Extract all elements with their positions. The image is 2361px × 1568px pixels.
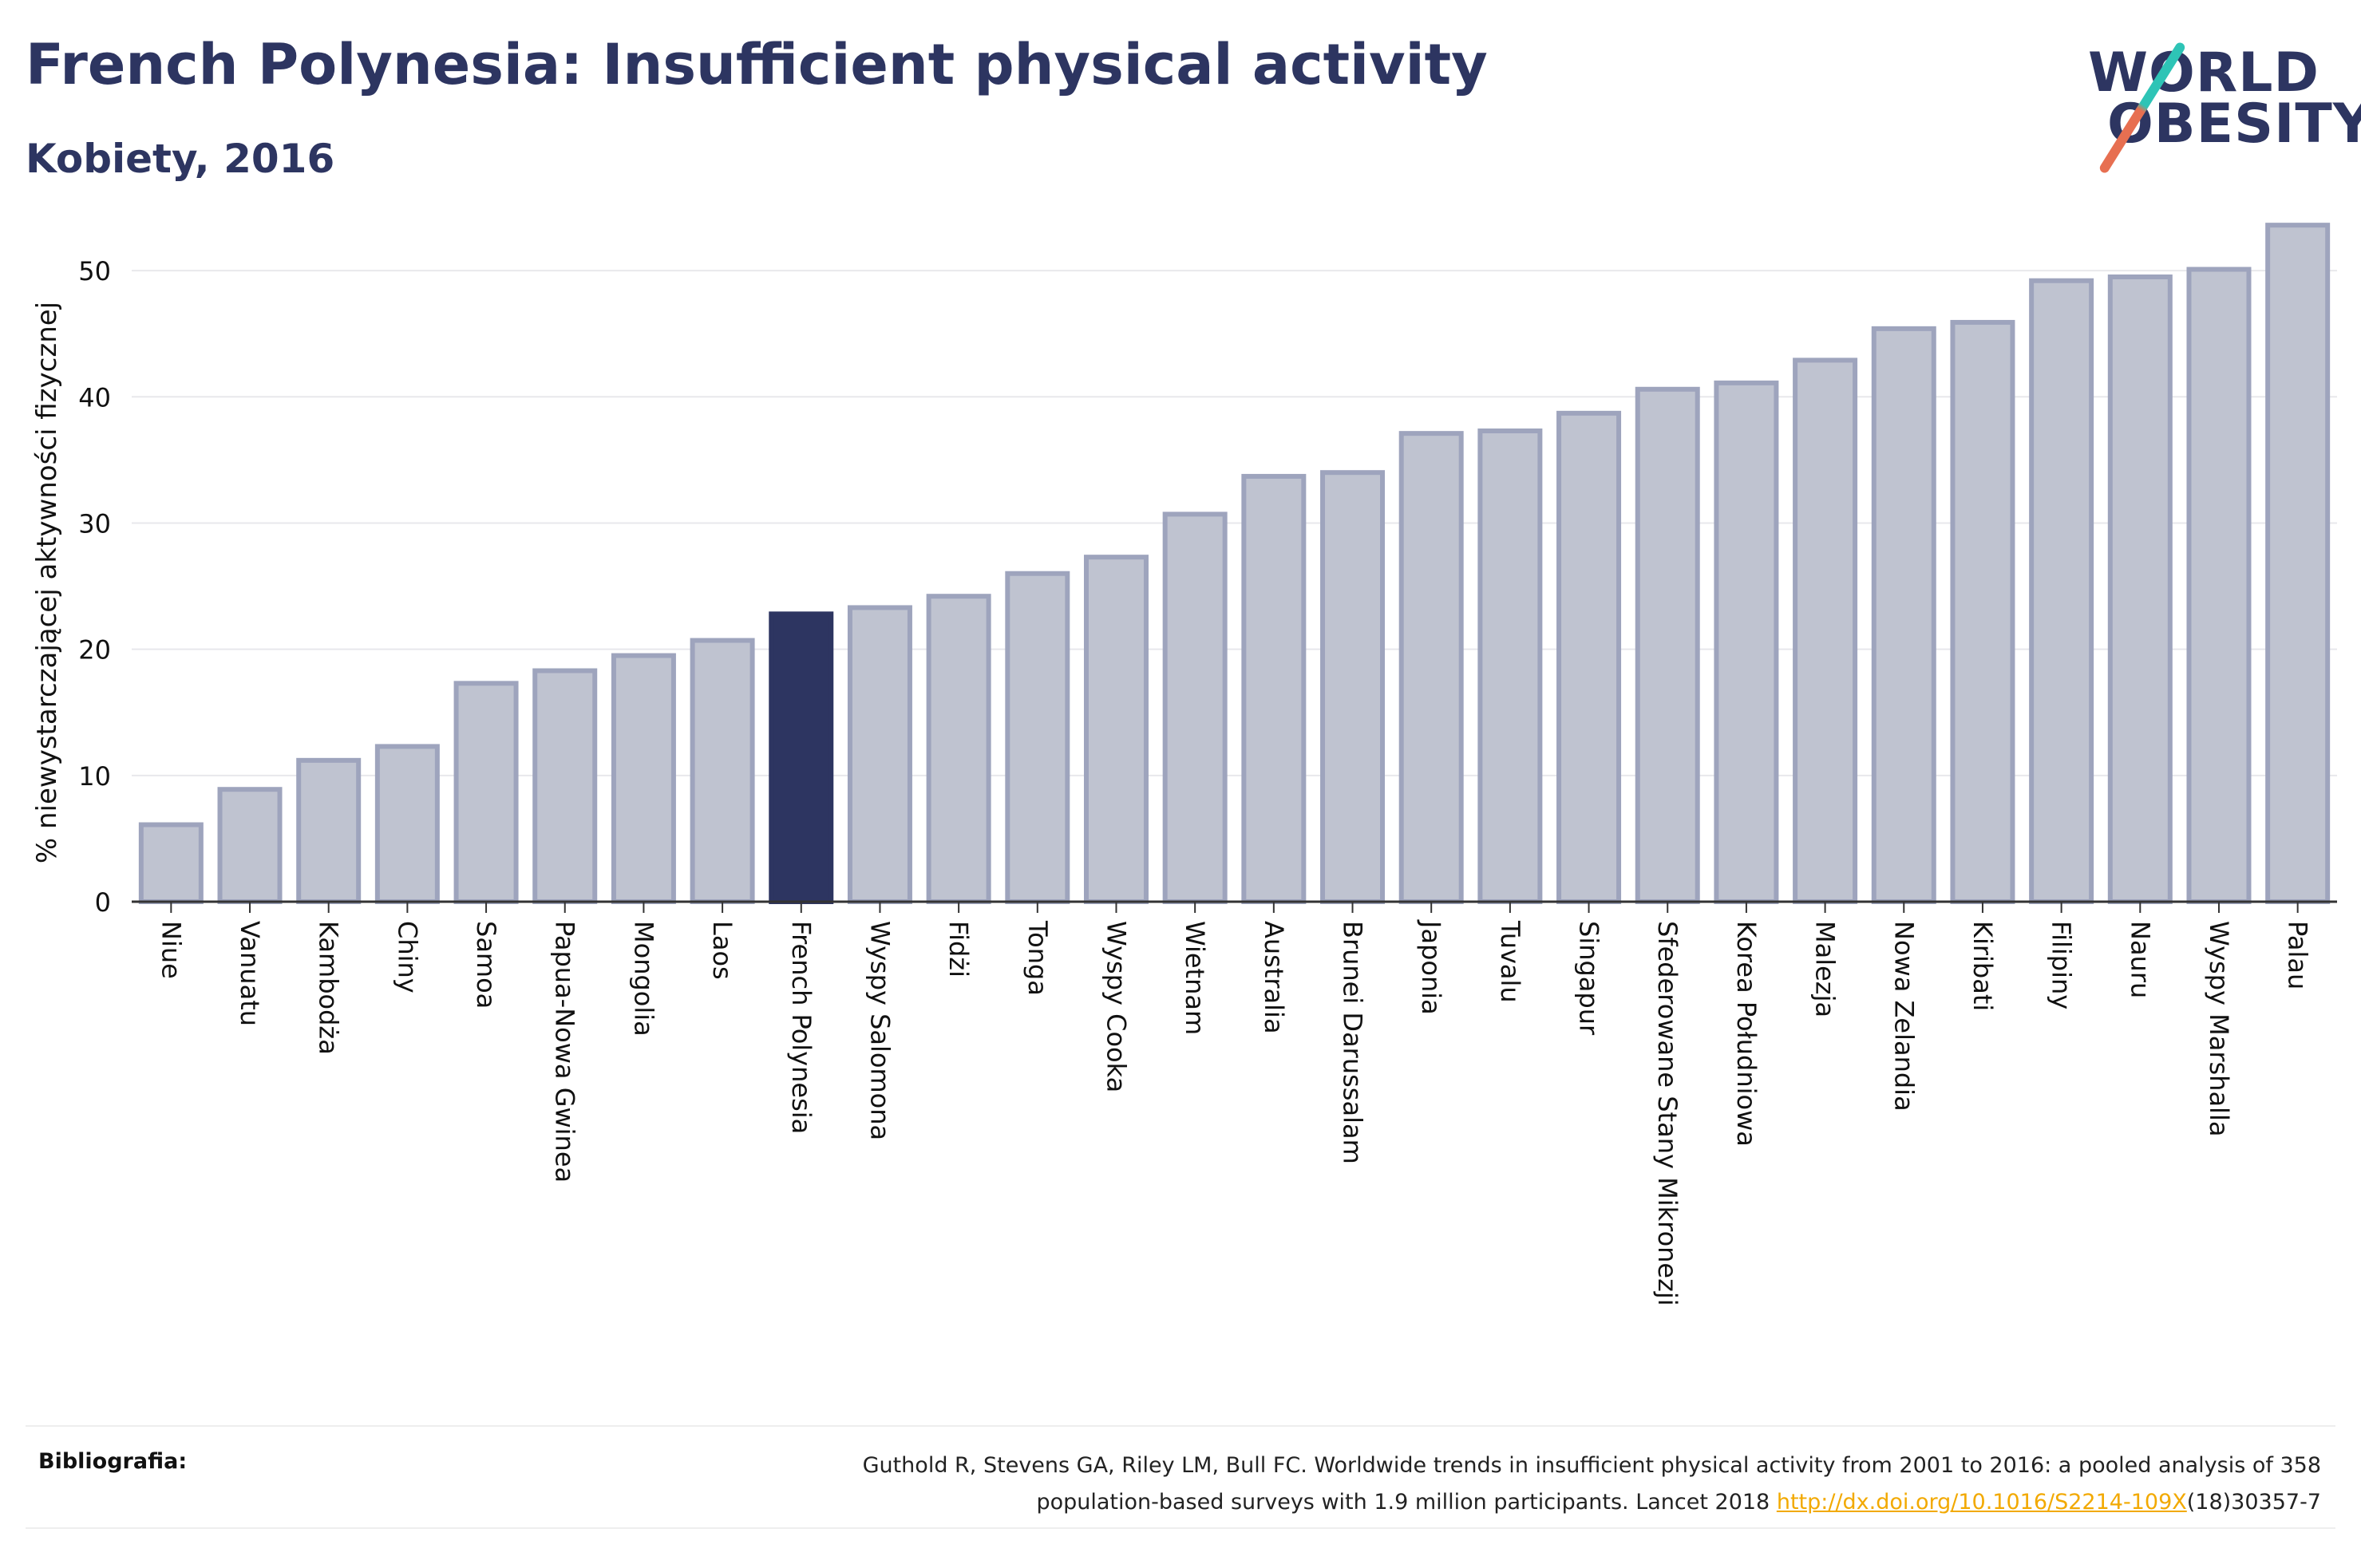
chart-subtitle: Kobiety, 2016 [26,136,335,182]
bar[interactable] [1793,357,1858,904]
bar-chart: 0 10 20 30 40 50 Niue Vanuatu Kambodża Chiny Samoa… [31,223,2337,1306]
x-tick-label: Samoa [471,921,501,1009]
x-tick-label: Wyspy Salomona [864,921,895,1140]
bar[interactable] [847,605,912,904]
x-tick-label: Papua-Nowa Gwinea [550,921,580,1183]
x-tick-label: Kiribati [1968,921,1998,1011]
y-axis-label: % niewystarczającej aktywności fizycznej [31,302,63,863]
x-tick-label: Kambodża [314,921,344,1055]
x-tick-label: Mongolia [628,921,658,1037]
y-tick-label: 10 [78,761,111,792]
y-tick-label: 40 [78,382,111,413]
x-tick-label: Singapur [1574,921,1604,1036]
bar[interactable] [453,681,519,904]
bibliography-text: Guthold R, Stevens GA, Riley LM, Bull FC… [485,1448,2321,1521]
citation-line-2: population-based surveys with 1.9 millio… [1036,1490,1777,1515]
x-tick-label: Sfederowane Stany Mikronezji [1652,921,1683,1306]
bar[interactable] [2107,274,2173,904]
logo-line-1: WORLD [2088,41,2319,105]
bar[interactable] [1556,410,1622,904]
bar[interactable] [1635,386,1700,905]
bar[interactable] [1005,571,1070,905]
x-tick-label: Japonia [1416,919,1446,1015]
bar[interactable] [926,594,991,904]
bar[interactable] [138,822,204,904]
x-tick-label: Malezja [1810,921,1841,1017]
x-tick-label: Vanuatu [235,921,265,1026]
bar[interactable] [769,611,834,904]
y-tick-label: 50 [78,256,111,286]
x-tick-label: French Polynesia [786,921,817,1134]
bar[interactable] [1241,473,1307,904]
x-tick-label: Australia [1259,921,1289,1034]
y-tick-label: 30 [78,508,111,539]
x-tick-label: Chiny [392,921,422,993]
bar[interactable] [1477,428,1543,904]
bar[interactable] [1083,555,1149,904]
x-tick-label: Wyspy Cooka [1101,921,1131,1092]
axes: 0 10 20 30 40 50 Niue Vanuatu Kambodża Chiny Samoa… [78,256,2337,1306]
x-tick-label: Niue [156,921,186,979]
footer: Bibliografia: Guthold R, Stevens GA, Ril… [26,1425,2335,1529]
bar[interactable] [374,744,440,904]
chart-title: French Polynesia: Insufficient physical … [26,32,1488,97]
x-tick-label: Laos [707,921,738,980]
y-tick-label: 0 [95,887,111,918]
citation-line-2-end: (18)30357-7 [2186,1490,2321,1515]
bar[interactable] [1871,326,1936,904]
bibliography-label: Bibliografia: [38,1449,188,1474]
x-tick-label: Fidżi [943,921,974,978]
bar[interactable] [2029,278,2094,904]
x-tick-label: Nauru [2125,921,2155,998]
doi-link[interactable]: http://dx.doi.org/10.1016/S2214-109X [1776,1490,2187,1515]
x-tick-label: Nowa Zelandia [1888,921,1919,1112]
bar[interactable] [1398,431,1464,904]
bar[interactable] [690,638,755,905]
citation-line-1: Guthold R, Stevens GA, Riley LM, Bull FC… [862,1453,2321,1478]
x-tick-label: Filipiny [2047,921,2077,1009]
bar[interactable] [611,653,676,905]
x-tick-label: Tuvalu [1495,920,1525,1003]
x-tick-label: Korea Południowa [1731,921,1762,1147]
bar[interactable] [2186,267,2252,904]
x-tick-label: Wietnam [1180,921,1210,1035]
bar[interactable] [2265,223,2331,904]
bar[interactable] [1162,511,1228,905]
bar[interactable] [217,787,283,905]
bars [138,223,2331,905]
x-tick-label: Brunei Darussalam [1338,921,1368,1164]
y-tick-label: 20 [78,635,111,666]
bar[interactable] [1320,470,1386,904]
bar[interactable] [532,668,598,904]
world-obesity-logo[interactable]: WORLD OBESITY [2083,35,2361,175]
x-tick-label: Palau [2283,921,2313,989]
bar[interactable] [296,757,362,904]
bar[interactable] [1950,319,2015,905]
x-tick-label: Tonga [1022,920,1053,996]
x-tick-label: Wyspy Marshalla [2204,921,2234,1136]
bar[interactable] [1714,380,1779,904]
